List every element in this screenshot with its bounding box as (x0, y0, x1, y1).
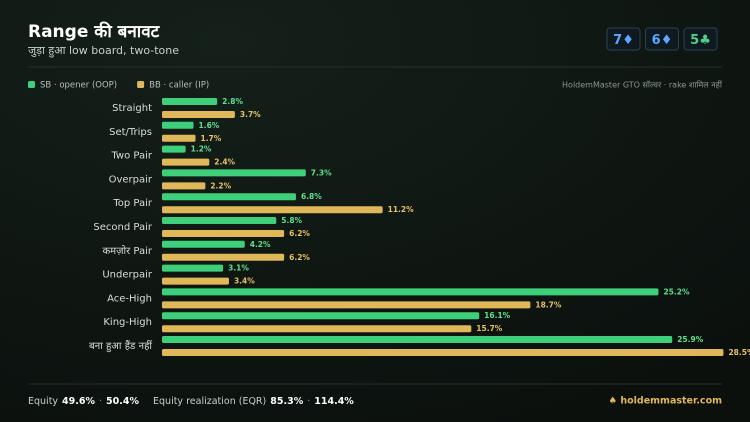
bar (162, 349, 724, 356)
value-label: 1.7% (200, 134, 221, 143)
value-label: 15.7% (476, 324, 503, 333)
value-label: 2.4% (214, 158, 235, 167)
value-label: 28.5% (728, 348, 750, 357)
value-label: 3.7% (240, 110, 261, 119)
board-card-label: 6♦ (652, 33, 673, 48)
value-label: 6.2% (289, 229, 310, 238)
bar (162, 217, 277, 224)
bar (162, 121, 194, 129)
category-label: Ace-High (107, 293, 152, 304)
bar (162, 111, 235, 118)
bar (162, 98, 218, 105)
value-label: 18.7% (535, 300, 562, 309)
category-label: कमज़ोर Pair (102, 245, 152, 257)
value-label: 25.9% (677, 335, 704, 344)
value-label: 2.2% (210, 181, 231, 190)
value-label: 7.3% (311, 168, 332, 177)
board-card (606, 27, 641, 51)
category-label: बना हुआ हैंड नहीं (89, 340, 152, 353)
card-rank: 6 (652, 33, 661, 48)
category-label: Two Pair (110, 151, 152, 162)
subtitle: जुड़ा हुआ low board, two-tone (28, 44, 179, 58)
board-card (645, 27, 679, 51)
value-label: 2.8% (222, 97, 243, 106)
value-label: 3.4% (234, 277, 255, 286)
footer-stats: Equity 49.6% · 50.4% Equity realization (EQR… (28, 396, 354, 407)
board-card-label: 7♦ (613, 33, 634, 48)
note: HoldemMaster GTO सॉल्वर · rake शामिल नही… (562, 80, 723, 90)
bar (162, 145, 186, 153)
bar (162, 240, 245, 248)
category-label: Straight (112, 103, 152, 114)
category-label: Set/Trips (109, 127, 152, 138)
value-label: 6.2% (289, 253, 310, 262)
stat-value: 49.6% (62, 396, 95, 407)
stat-label: Equity realization (EQR) (153, 396, 266, 407)
category-label: Overpair (109, 174, 153, 185)
board-card (683, 27, 718, 51)
card-suit: ♦ (661, 33, 673, 48)
value-label: 5.8% (281, 216, 302, 225)
legend-label: SB · opener (OOP) (40, 81, 117, 91)
card-suit: ♣ (699, 33, 711, 48)
bar (162, 169, 306, 177)
value-label: 16.1% (484, 311, 511, 320)
bar (162, 193, 296, 201)
bar (162, 230, 285, 237)
legend-swatch (28, 81, 35, 88)
title: Range की बनावट (28, 21, 161, 42)
category-label: Second Pair (93, 222, 152, 233)
category-label: Top Pair (112, 198, 153, 209)
value-label: 1.6% (199, 121, 220, 130)
value-label: 3.1% (228, 264, 249, 273)
separator: · (307, 396, 310, 407)
value-label: 6.8% (301, 192, 322, 201)
separator: · (99, 396, 102, 407)
bar (162, 325, 472, 333)
category-label: King-High (103, 317, 152, 328)
bar (162, 312, 480, 320)
bar (162, 277, 229, 285)
card-rank: 7 (613, 33, 622, 48)
card-rank: 5 (690, 33, 699, 48)
bar (162, 336, 673, 343)
bar (162, 301, 531, 309)
stat-label: Equity (28, 396, 58, 407)
bar (162, 288, 659, 296)
stat-value: 114.4% (314, 396, 354, 407)
value-label: 25.2% (663, 287, 690, 296)
bar (162, 158, 210, 166)
value-label: 1.2% (191, 145, 212, 154)
bar (162, 264, 224, 272)
bar (162, 206, 383, 214)
board-card-label: 5♣ (690, 33, 711, 48)
legend-swatch (137, 81, 145, 88)
legend-label: BB · caller (IP) (149, 81, 209, 91)
bar (162, 134, 196, 142)
category-label: Underpair (102, 270, 153, 281)
brand: ♠ holdemmaster.com (609, 396, 723, 407)
bar (162, 182, 206, 190)
value-label: 11.2% (388, 205, 415, 214)
card-suit: ♦ (622, 33, 634, 48)
value-label: 4.2% (250, 240, 271, 249)
stat-value: 50.4% (106, 396, 139, 407)
bar (162, 253, 285, 261)
stat-value: 85.3% (270, 396, 303, 407)
